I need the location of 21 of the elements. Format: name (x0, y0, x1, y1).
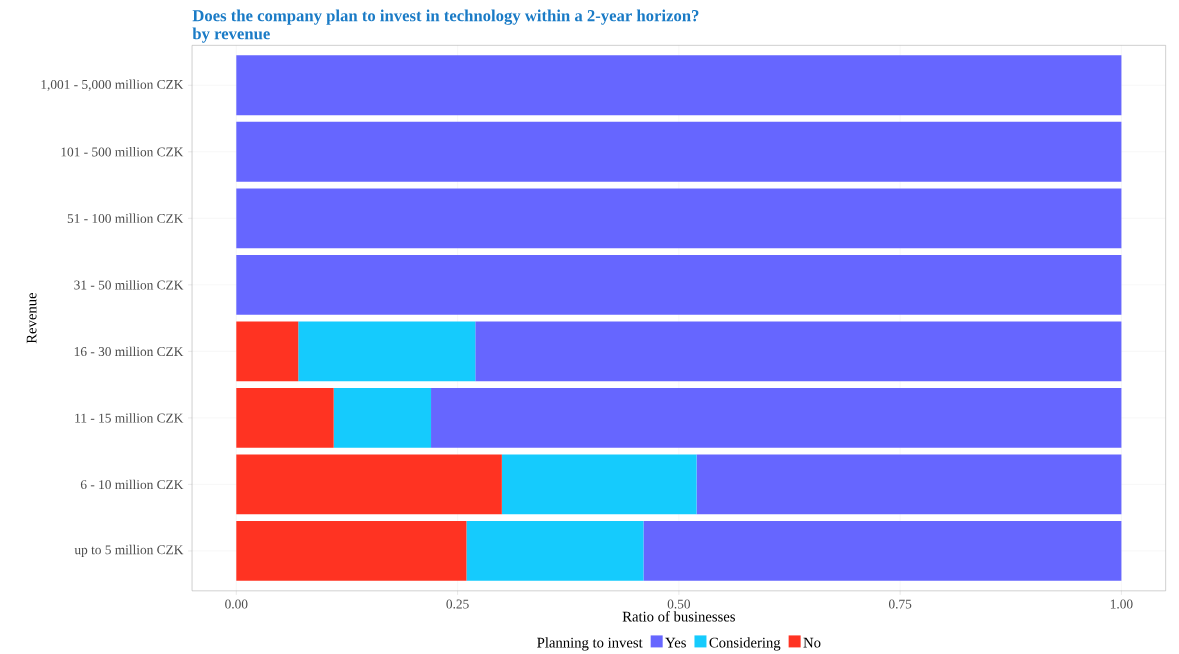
x-tick-label: 1.00 (1110, 599, 1133, 609)
y-tick-label: 51 - 100 million CZK (67, 213, 184, 224)
y-tick-label: 101 - 500 million CZK (61, 147, 184, 157)
x-tick-label: 0.25 (446, 599, 469, 609)
y-axis-title: Revenue (26, 293, 37, 344)
y-tick-label: 31 - 50 million CZK (74, 280, 184, 290)
y-tick-label: 16 - 30 million CZK (74, 346, 184, 357)
x-tick-label: 0.00 (225, 599, 248, 609)
y-tick-label: 1,001 - 5,000 million CZK (41, 79, 184, 92)
legend-label: Considering (709, 637, 781, 651)
y-tick-label: 6 - 10 million CZK (80, 479, 184, 490)
y-tick-label: 11 - 15 million CZK (75, 413, 184, 423)
legend-label: Yes (665, 638, 686, 648)
legend-title: Planning to invest (537, 637, 643, 651)
legend-label: No (803, 638, 821, 648)
chart-title: Does the company plan to invest in technology within a 2-year horizon? (192, 9, 699, 26)
x-tick-label: 0.75 (888, 599, 912, 609)
chart-subtitle: by revenue (192, 27, 270, 43)
x-axis-title: Ratio of businesses (622, 611, 735, 622)
x-tick-label: 0.50 (667, 599, 691, 609)
y-tick-label: up to 5 million CZK (74, 545, 184, 558)
